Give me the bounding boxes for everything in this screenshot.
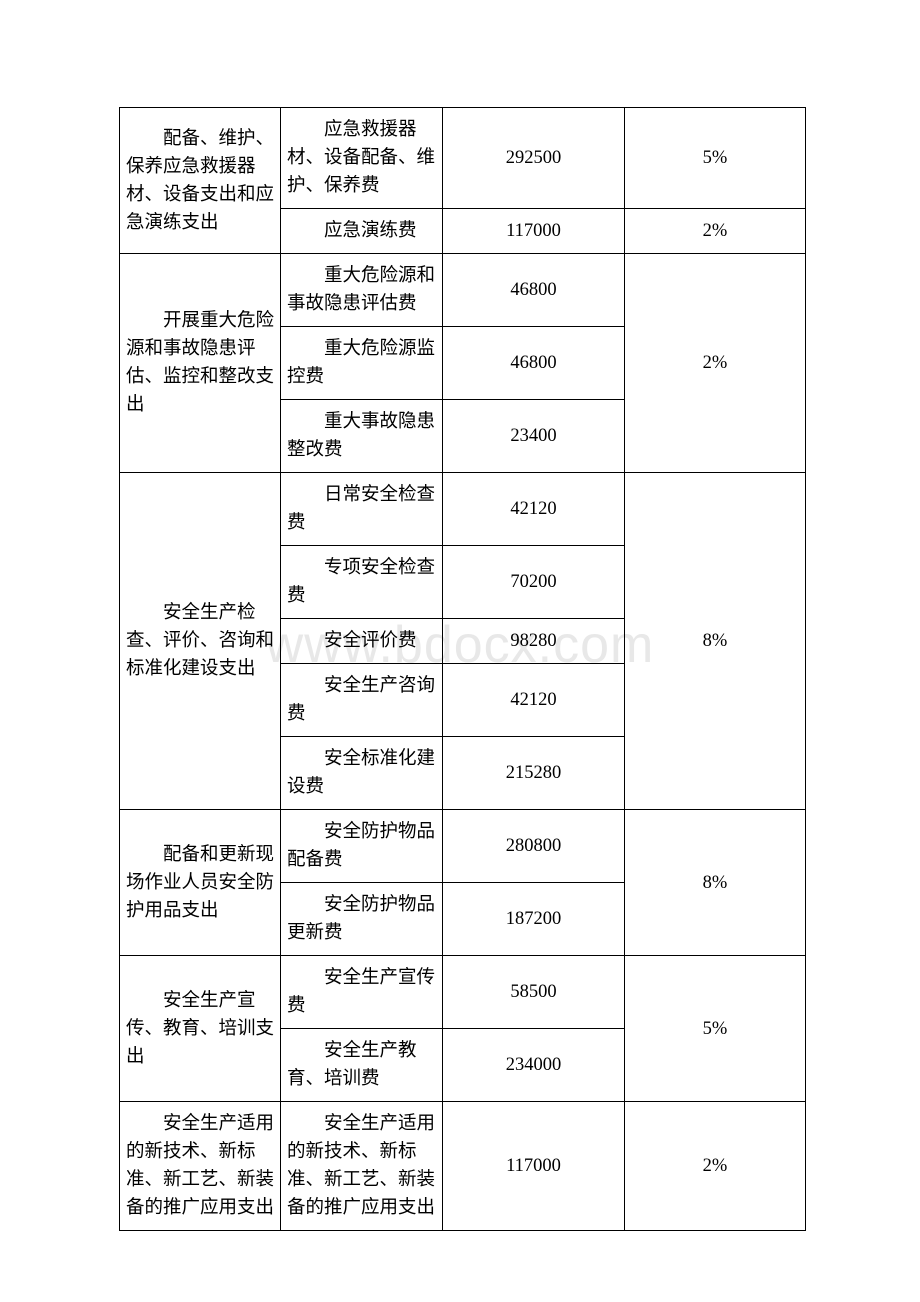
percent-cell: 5% (625, 108, 806, 209)
amount-cell: 58500 (443, 956, 625, 1029)
table-row: 安全生产检查、评价、咨询和标准化建设支出 日常安全检查费 42120 8% (120, 473, 806, 546)
item-cell: 安全标准化建设费 (281, 737, 443, 810)
amount-cell: 215280 (443, 737, 625, 810)
amount-cell: 280800 (443, 810, 625, 883)
category-cell: 安全生产适用的新技术、新标准、新工艺、新装备的推广应用支出 (120, 1102, 281, 1231)
category-cell: 配备、维护、保养应急救援器材、设备支出和应急演练支出 (120, 108, 281, 254)
percent-cell: 8% (625, 810, 806, 956)
item-cell: 应急救援器材、设备配备、维护、保养费 (281, 108, 443, 209)
expense-table: 配备、维护、保养应急救援器材、设备支出和应急演练支出 应急救援器材、设备配备、维… (119, 107, 806, 1231)
category-cell: 安全生产宣传、教育、培训支出 (120, 956, 281, 1102)
amount-cell: 46800 (443, 327, 625, 400)
category-cell: 安全生产检查、评价、咨询和标准化建设支出 (120, 473, 281, 810)
item-cell: 安全生产咨询费 (281, 664, 443, 737)
category-cell: 配备和更新现场作业人员安全防护用品支出 (120, 810, 281, 956)
amount-cell: 117000 (443, 1102, 625, 1231)
amount-cell: 187200 (443, 883, 625, 956)
table-row: 配备和更新现场作业人员安全防护用品支出 安全防护物品配备费 280800 8% (120, 810, 806, 883)
percent-cell: 2% (625, 254, 806, 473)
amount-cell: 234000 (443, 1029, 625, 1102)
amount-cell: 46800 (443, 254, 625, 327)
item-cell: 安全防护物品配备费 (281, 810, 443, 883)
item-cell: 安全评价费 (281, 619, 443, 664)
table-row: 配备、维护、保养应急救援器材、设备支出和应急演练支出 应急救援器材、设备配备、维… (120, 108, 806, 209)
table-row: 开展重大危险源和事故隐患评估、监控和整改支出 重大危险源和事故隐患评估费 468… (120, 254, 806, 327)
amount-cell: 23400 (443, 400, 625, 473)
percent-cell: 8% (625, 473, 806, 810)
item-cell: 安全生产教育、培训费 (281, 1029, 443, 1102)
table-row: 安全生产适用的新技术、新标准、新工艺、新装备的推广应用支出 安全生产适用的新技术… (120, 1102, 806, 1231)
amount-cell: 98280 (443, 619, 625, 664)
item-cell: 重大事故隐患整改费 (281, 400, 443, 473)
percent-cell: 5% (625, 956, 806, 1102)
item-cell: 重大危险源和事故隐患评估费 (281, 254, 443, 327)
amount-cell: 42120 (443, 473, 625, 546)
item-cell: 安全防护物品更新费 (281, 883, 443, 956)
category-cell: 开展重大危险源和事故隐患评估、监控和整改支出 (120, 254, 281, 473)
item-cell: 重大危险源监控费 (281, 327, 443, 400)
table-row: 安全生产宣传、教育、培训支出 安全生产宣传费 58500 5% (120, 956, 806, 1029)
item-cell: 日常安全检查费 (281, 473, 443, 546)
percent-cell: 2% (625, 209, 806, 254)
amount-cell: 117000 (443, 209, 625, 254)
item-cell: 安全生产适用的新技术、新标准、新工艺、新装备的推广应用支出 (281, 1102, 443, 1231)
amount-cell: 70200 (443, 546, 625, 619)
amount-cell: 292500 (443, 108, 625, 209)
percent-cell: 2% (625, 1102, 806, 1231)
amount-cell: 42120 (443, 664, 625, 737)
item-cell: 专项安全检查费 (281, 546, 443, 619)
item-cell: 安全生产宣传费 (281, 956, 443, 1029)
item-cell: 应急演练费 (281, 209, 443, 254)
